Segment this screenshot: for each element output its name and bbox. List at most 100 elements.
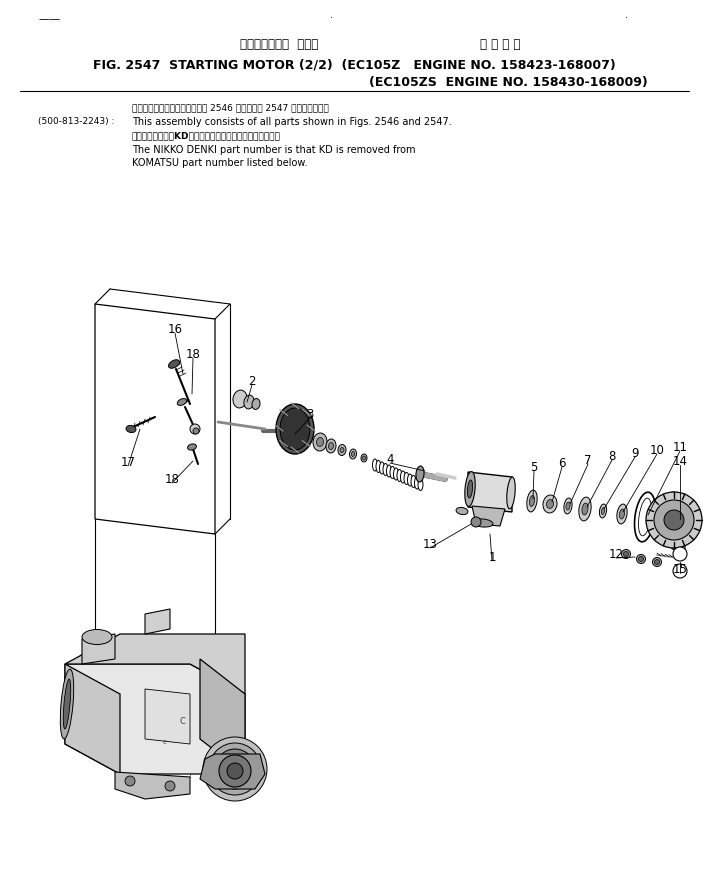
- Text: 7: 7: [584, 454, 592, 467]
- Ellipse shape: [313, 434, 327, 451]
- Ellipse shape: [601, 508, 605, 515]
- Text: 18: 18: [164, 473, 179, 486]
- Ellipse shape: [579, 498, 591, 522]
- Circle shape: [193, 428, 199, 435]
- Circle shape: [165, 781, 175, 791]
- Circle shape: [227, 763, 243, 779]
- Circle shape: [203, 738, 267, 801]
- Polygon shape: [145, 609, 170, 634]
- Ellipse shape: [316, 438, 323, 447]
- Circle shape: [190, 425, 200, 435]
- Text: 6: 6: [558, 457, 566, 470]
- Text: 2: 2: [248, 375, 256, 388]
- Ellipse shape: [362, 457, 366, 460]
- Ellipse shape: [397, 470, 402, 482]
- Text: .: .: [330, 10, 333, 20]
- Text: 品番のメーカ記号KDを除いたものが日商電機の品番です．: 品番のメーカ記号KDを除いたものが日商電機の品番です．: [132, 131, 281, 140]
- Text: FIG. 2547  STARTING MOTOR (2/2)  (EC105Z   ENGINE NO. 158423-168007): FIG. 2547 STARTING MOTOR (2/2) (EC105Z E…: [93, 58, 615, 71]
- Circle shape: [646, 493, 702, 549]
- Polygon shape: [145, 689, 190, 745]
- Ellipse shape: [635, 493, 656, 543]
- Ellipse shape: [456, 507, 468, 515]
- Ellipse shape: [352, 452, 354, 457]
- Polygon shape: [95, 305, 215, 535]
- Ellipse shape: [623, 552, 628, 557]
- Text: (500-813-2243) :: (500-813-2243) :: [38, 117, 114, 126]
- Text: 適 用 号 機: 適 用 号 機: [480, 38, 520, 51]
- Ellipse shape: [620, 509, 625, 520]
- Circle shape: [219, 755, 251, 787]
- Ellipse shape: [408, 474, 413, 486]
- Text: KOMATSU part number listed below.: KOMATSU part number listed below.: [132, 158, 308, 168]
- Polygon shape: [65, 634, 245, 694]
- Text: 10: 10: [649, 444, 664, 457]
- Circle shape: [673, 565, 687, 579]
- Ellipse shape: [530, 496, 535, 507]
- Ellipse shape: [393, 469, 398, 480]
- Ellipse shape: [338, 445, 346, 456]
- Text: .: .: [625, 10, 628, 20]
- Ellipse shape: [416, 466, 424, 482]
- Circle shape: [654, 500, 694, 540]
- Ellipse shape: [652, 558, 661, 567]
- Polygon shape: [115, 772, 190, 799]
- Circle shape: [673, 547, 687, 561]
- Ellipse shape: [340, 448, 344, 453]
- Text: このアセンブリの構成部品は第 2546 図および第 2547 図を含みます．: このアセンブリの構成部品は第 2546 図および第 2547 図を含みます．: [132, 103, 329, 112]
- Ellipse shape: [415, 478, 420, 489]
- Ellipse shape: [411, 476, 416, 488]
- Ellipse shape: [547, 500, 554, 509]
- Ellipse shape: [404, 473, 409, 485]
- Ellipse shape: [82, 630, 112, 644]
- Ellipse shape: [372, 459, 377, 471]
- Ellipse shape: [639, 557, 644, 562]
- Ellipse shape: [639, 499, 652, 536]
- Ellipse shape: [244, 396, 254, 409]
- Ellipse shape: [637, 555, 645, 564]
- Circle shape: [664, 510, 684, 530]
- Ellipse shape: [233, 391, 247, 408]
- Ellipse shape: [252, 399, 260, 410]
- Ellipse shape: [350, 450, 357, 459]
- Ellipse shape: [654, 560, 659, 565]
- Polygon shape: [200, 659, 245, 774]
- Ellipse shape: [326, 440, 336, 453]
- Ellipse shape: [276, 405, 314, 455]
- Ellipse shape: [169, 360, 179, 369]
- Text: 5: 5: [530, 461, 537, 474]
- Ellipse shape: [188, 444, 196, 450]
- Text: 9: 9: [631, 447, 639, 460]
- Circle shape: [125, 776, 135, 786]
- Ellipse shape: [383, 464, 388, 476]
- Text: C: C: [179, 716, 185, 726]
- Ellipse shape: [418, 479, 423, 491]
- Text: 4: 4: [386, 453, 393, 466]
- Ellipse shape: [465, 472, 475, 507]
- Ellipse shape: [617, 505, 627, 524]
- Ellipse shape: [390, 467, 395, 479]
- Ellipse shape: [527, 491, 537, 513]
- Ellipse shape: [361, 455, 367, 463]
- Text: 14: 14: [673, 455, 688, 468]
- Text: 3: 3: [306, 408, 313, 421]
- Polygon shape: [65, 665, 120, 774]
- Polygon shape: [672, 493, 685, 551]
- Ellipse shape: [543, 495, 557, 514]
- Polygon shape: [65, 665, 245, 774]
- Text: 16: 16: [167, 323, 182, 336]
- Polygon shape: [200, 754, 265, 789]
- Ellipse shape: [386, 465, 391, 478]
- Ellipse shape: [177, 399, 186, 406]
- Circle shape: [215, 749, 255, 789]
- Ellipse shape: [376, 461, 381, 473]
- Ellipse shape: [622, 550, 630, 559]
- Text: 13: 13: [423, 538, 437, 551]
- Ellipse shape: [582, 503, 588, 515]
- Text: 12: 12: [608, 548, 623, 561]
- Ellipse shape: [507, 478, 515, 509]
- Ellipse shape: [566, 502, 570, 510]
- Text: 11: 11: [673, 441, 688, 454]
- Circle shape: [471, 517, 481, 528]
- Ellipse shape: [599, 505, 607, 518]
- Text: ——: ——: [38, 14, 60, 24]
